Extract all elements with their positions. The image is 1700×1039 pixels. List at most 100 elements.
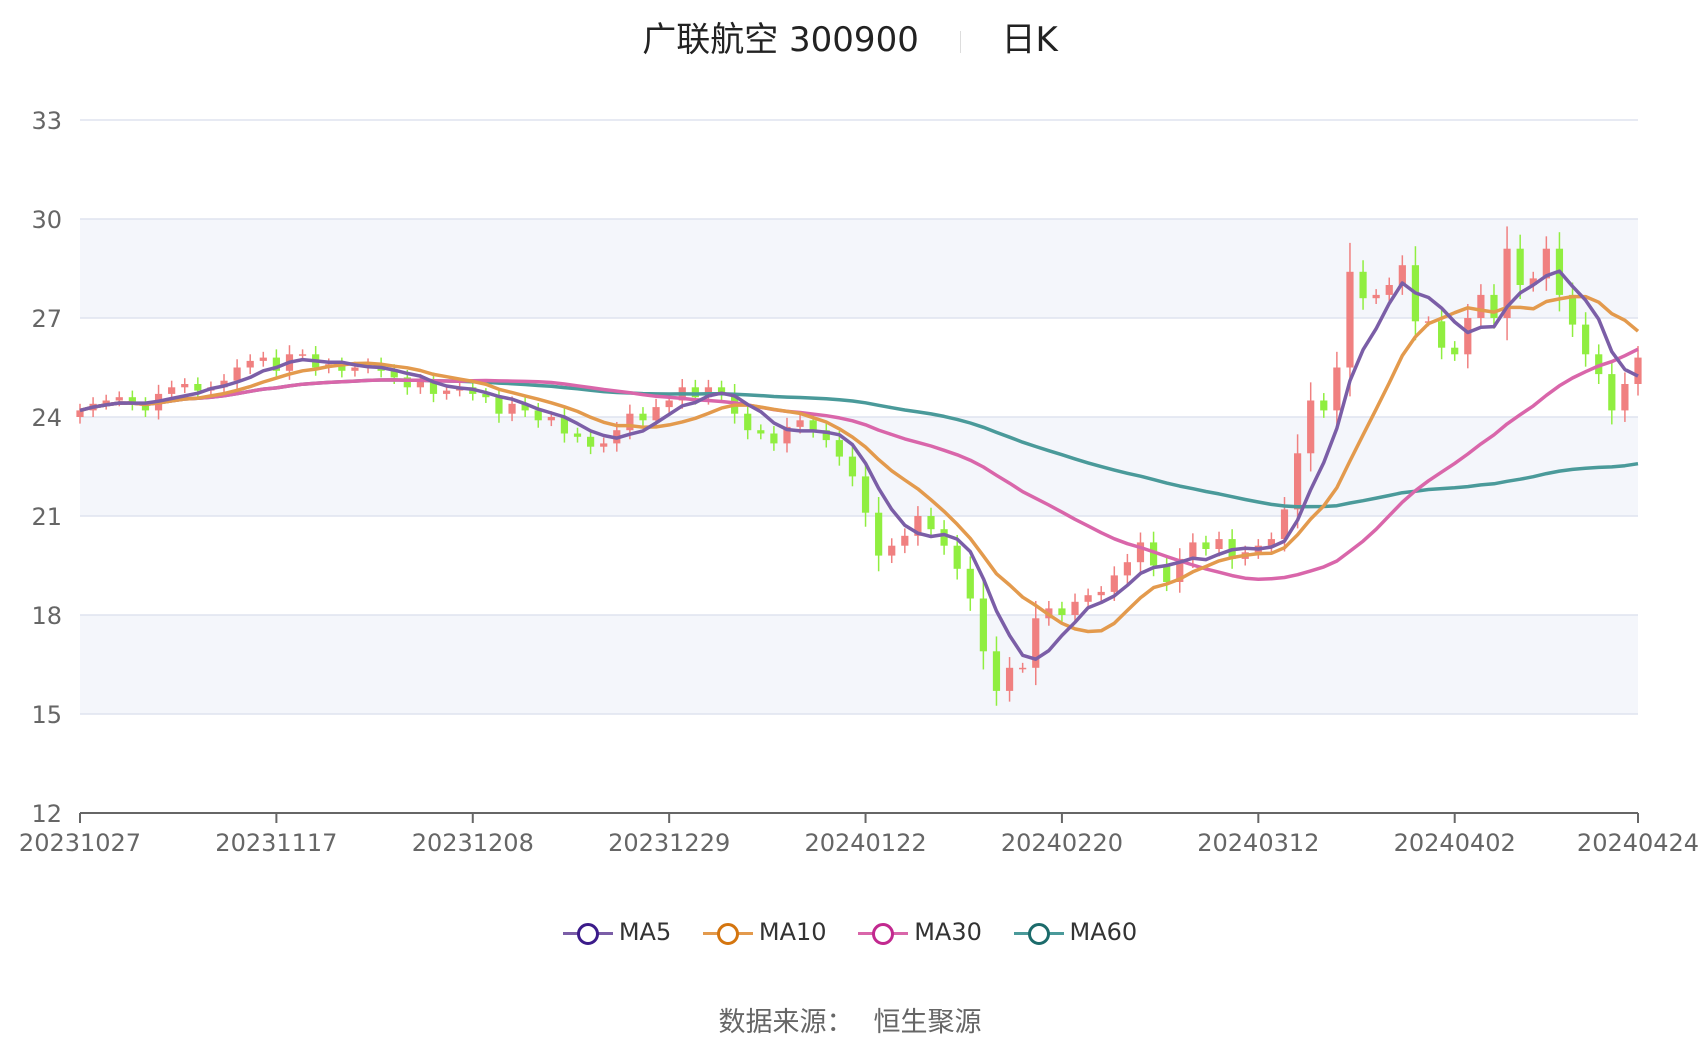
candle-body <box>1123 562 1131 576</box>
candle-body <box>914 516 922 536</box>
candle-body <box>547 417 555 421</box>
candle-body <box>901 535 909 546</box>
candle-body <box>1215 539 1223 549</box>
source-label: 数据来源： <box>718 1007 854 1038</box>
candle-body <box>1385 285 1393 295</box>
candle-body <box>390 370 398 378</box>
stock-name: 广联航空 300900 <box>642 20 919 60</box>
candle-body <box>875 512 883 556</box>
candle-body <box>1320 400 1328 411</box>
period-label: 日K <box>1001 20 1058 60</box>
candle-body <box>1503 248 1511 318</box>
candle-body <box>1542 248 1550 279</box>
candle-body <box>953 545 961 569</box>
candle-body <box>665 400 673 408</box>
ma30-marker-icon <box>858 923 909 945</box>
legend-item-ma10[interactable]: MA10 <box>702 918 827 946</box>
candle-body <box>233 367 241 381</box>
candle-body <box>639 413 647 421</box>
candle-body <box>783 426 791 444</box>
y-tick-label: 15 <box>31 701 62 729</box>
candle-body <box>1451 347 1459 355</box>
candle-body <box>1136 542 1145 563</box>
y-tick-label: 33 <box>31 107 62 135</box>
x-tick-label: 20240402 <box>1394 829 1516 857</box>
legend-label-ma10: MA10 <box>758 918 827 946</box>
legend-label-ma30: MA30 <box>914 918 982 946</box>
y-tick-label: 12 <box>31 800 62 828</box>
candle-body <box>1346 271 1354 368</box>
y-tick-label: 24 <box>31 404 62 432</box>
candle-body <box>246 360 254 368</box>
candle-body <box>128 397 136 404</box>
legend-label-ma5: MA5 <box>618 918 672 946</box>
candle-body <box>338 364 346 371</box>
candle-body <box>822 430 830 441</box>
candle-body <box>416 380 425 388</box>
candle-body <box>1176 558 1184 582</box>
candle-body <box>1202 542 1210 549</box>
candle-body <box>626 413 634 431</box>
candle-body <box>508 403 516 414</box>
legend-item-ma5[interactable]: MA5 <box>562 918 672 946</box>
data-source: 数据来源： 恒生聚源 <box>0 1000 1700 1039</box>
candle-body <box>940 529 948 546</box>
legend-item-ma60[interactable]: MA60 <box>1013 918 1138 946</box>
candle-body <box>1280 509 1289 540</box>
candle-body <box>194 384 202 391</box>
candle-body <box>979 598 987 652</box>
candle-body <box>1267 539 1276 546</box>
source-value: 恒生聚源 <box>873 1007 982 1038</box>
candle-body <box>1189 542 1197 559</box>
candle-body <box>600 443 608 447</box>
candle-body <box>1438 321 1446 348</box>
candle-body <box>796 420 804 427</box>
candle-body <box>1490 294 1498 318</box>
x-tick-label: 20240220 <box>1001 829 1123 857</box>
candle-body <box>1582 324 1590 355</box>
candle-body <box>1058 608 1066 615</box>
y-tick-label: 27 <box>31 305 62 333</box>
ma10-marker-icon <box>702 923 753 945</box>
legend-item-ma30[interactable]: MA30 <box>858 918 982 946</box>
x-tick-label: 20231027 <box>19 829 141 857</box>
candle-body <box>298 354 307 356</box>
candle-body <box>1359 271 1367 299</box>
ma60-marker-circle <box>1027 923 1050 945</box>
y-tick-label: 21 <box>31 503 62 531</box>
candle-body <box>429 380 438 394</box>
ma5-marker-icon <box>562 923 613 945</box>
candle-body <box>482 393 490 398</box>
x-tick-label: 20240424 <box>1577 829 1699 857</box>
candle-body <box>534 410 542 421</box>
chart-title: 广联航空 300900 日K <box>0 12 1700 61</box>
candle-body <box>1149 542 1158 566</box>
candle-body <box>1032 618 1040 668</box>
candle-body <box>1293 453 1302 510</box>
candle-body <box>141 403 150 411</box>
x-tick-label: 20231208 <box>412 829 534 857</box>
candle-body <box>966 568 974 599</box>
candle-body <box>1529 278 1537 285</box>
candle-body <box>1372 294 1380 299</box>
candle-body <box>1163 565 1171 582</box>
candle-body <box>1608 374 1616 411</box>
candle-body <box>848 456 857 477</box>
candle-body <box>992 651 1001 691</box>
candle-body <box>560 417 569 434</box>
candle-body <box>1516 248 1524 285</box>
candle-body <box>1477 294 1485 318</box>
candle-body <box>1071 601 1079 615</box>
legend-label-ma60: MA60 <box>1069 918 1138 946</box>
candle-body <box>770 433 778 444</box>
candle-body <box>168 387 176 394</box>
y-tick-label: 30 <box>31 206 62 234</box>
candle-body <box>442 390 451 394</box>
candle-body <box>927 516 935 530</box>
x-tick-label: 20231229 <box>608 829 730 857</box>
candle-body <box>495 397 503 414</box>
candle-body <box>521 403 529 411</box>
candle-body <box>1333 367 1341 411</box>
candle-body <box>1398 265 1406 285</box>
